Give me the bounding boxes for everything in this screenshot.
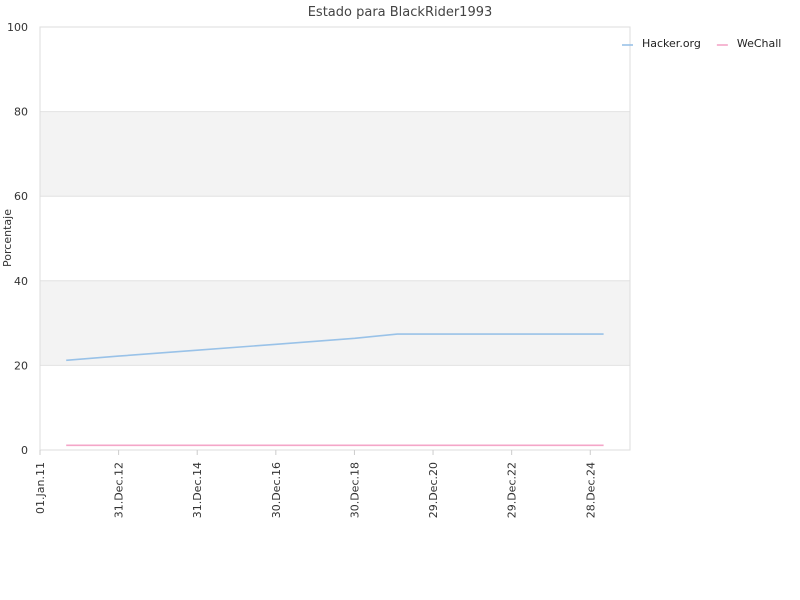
- legend: Hacker.org WeChall: [622, 37, 781, 50]
- background-bands: [40, 111, 630, 366]
- y-tick-label: 0: [21, 444, 28, 457]
- x-tick-label: 30.Dec.18: [348, 462, 361, 518]
- y-axis-ticks: 0 20 40 60 80 100: [7, 21, 28, 457]
- y-tick-label: 20: [14, 359, 28, 372]
- x-tick-label: 01.Jan.11: [34, 462, 47, 514]
- series-lines: [66, 333, 604, 447]
- y-axis-label: Porcentaje: [1, 209, 14, 267]
- gridlines: [40, 26, 630, 451]
- x-tick-label: 31.Dec.14: [191, 462, 204, 518]
- legend-label: WeChall: [737, 37, 782, 50]
- x-tick-label: 29.Dec.20: [427, 462, 440, 518]
- y-tick-label: 60: [14, 190, 28, 203]
- x-tick-label: 30.Dec.16: [270, 462, 283, 518]
- y-tick-label: 80: [14, 106, 28, 119]
- x-tick-label: 28.Dec.24: [584, 462, 597, 518]
- background-band: [40, 111, 630, 197]
- legend-label: Hacker.org: [642, 37, 701, 50]
- background-band: [40, 280, 630, 366]
- y-tick-label: 100: [7, 21, 28, 34]
- y-tick-label: 40: [14, 275, 28, 288]
- x-tick-label: 29.Dec.22: [506, 462, 519, 518]
- x-axis-ticks: 01.Jan.11 31.Dec.12 31.Dec.14 30.Dec.16 30.D…: [34, 450, 597, 518]
- x-tick-label: 31.Dec.12: [113, 462, 126, 518]
- chart-title: Estado para BlackRider1993: [308, 5, 493, 20]
- plot-frame: [39, 26, 631, 451]
- series-line: [66, 333, 604, 362]
